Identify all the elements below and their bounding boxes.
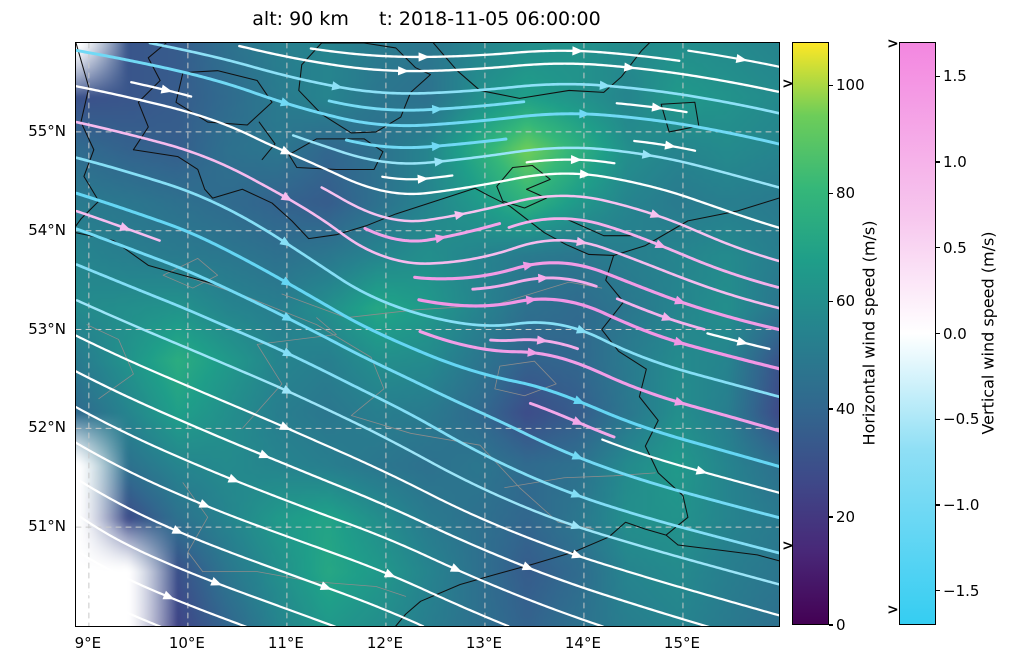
- colorbar-tick-label: 1.0: [943, 153, 967, 172]
- colorbar-tick-label: −0.5: [943, 410, 980, 429]
- colorbar-tick-mark: [936, 590, 940, 592]
- colorbar-tick-label: 20: [836, 508, 856, 527]
- y-tick-label: 51°N: [28, 517, 66, 536]
- colorbar-tick-mark: [829, 408, 833, 410]
- colorbar-tick-label: 80: [836, 184, 856, 203]
- plot-title: alt: 90 km t: 2018-11-05 06:00:00: [252, 8, 601, 30]
- x-tick-label: 11°E: [267, 634, 304, 652]
- x-tick-label: 10°E: [168, 634, 205, 652]
- colorbar-tick-mark: [936, 247, 940, 249]
- colorbar-tick-mark: [936, 332, 940, 335]
- wind-map-canvas: [76, 43, 779, 626]
- map-plot: [75, 42, 780, 627]
- colorbar-horizontal-wind: [792, 42, 829, 625]
- colorbar-extend-arrow: >: [782, 76, 794, 92]
- y-tick-label: 55°N: [28, 121, 66, 140]
- colorbar-extend-arrow: >: [887, 36, 899, 52]
- colorbar-tick-label: 0: [836, 616, 846, 634]
- colorbar-tick-mark: [936, 161, 940, 163]
- colorbar-tick-label: −1.0: [943, 495, 980, 514]
- x-tick-label: 15°E: [663, 634, 700, 652]
- colorbar-tick-label: 0.0: [943, 324, 967, 343]
- colorbar-tick-mark: [829, 624, 833, 626]
- y-tick-label: 54°N: [28, 220, 66, 239]
- colorbar-horizontal-label: Horizontal wind speed (m/s): [859, 220, 879, 446]
- colorbar-tick-label: 60: [836, 292, 856, 311]
- colorbar-tick-mark: [829, 192, 833, 194]
- colorbar-tick-label: 0.5: [943, 238, 967, 257]
- x-tick-label: 14°E: [564, 634, 601, 652]
- x-tick-label: 12°E: [366, 634, 403, 652]
- colorbar-tick-mark: [829, 300, 833, 302]
- colorbar-tick-mark: [829, 84, 833, 86]
- x-tick-label: 9°E: [74, 634, 102, 652]
- colorbar-vertical-label: Vertical wind speed (m/s): [978, 231, 998, 435]
- colorbar-tick-label: −1.5: [943, 581, 980, 600]
- colorbar-extend-arrow: >: [782, 538, 794, 554]
- colorbar-tick-label: 1.5: [943, 67, 967, 86]
- x-tick-label: 13°E: [465, 634, 502, 652]
- colorbar-tick-mark: [936, 75, 940, 77]
- colorbar-vertical-wind: [899, 42, 936, 625]
- colorbar-tick-label: 40: [836, 400, 856, 419]
- colorbar-extend-arrow: >: [887, 602, 899, 618]
- colorbar-tick-mark: [936, 504, 940, 506]
- colorbar-tick-label: 100: [836, 76, 865, 95]
- y-tick-label: 52°N: [28, 418, 66, 437]
- y-tick-label: 53°N: [28, 319, 66, 338]
- colorbar-tick-mark: [936, 418, 940, 420]
- colorbar-tick-mark: [829, 516, 833, 518]
